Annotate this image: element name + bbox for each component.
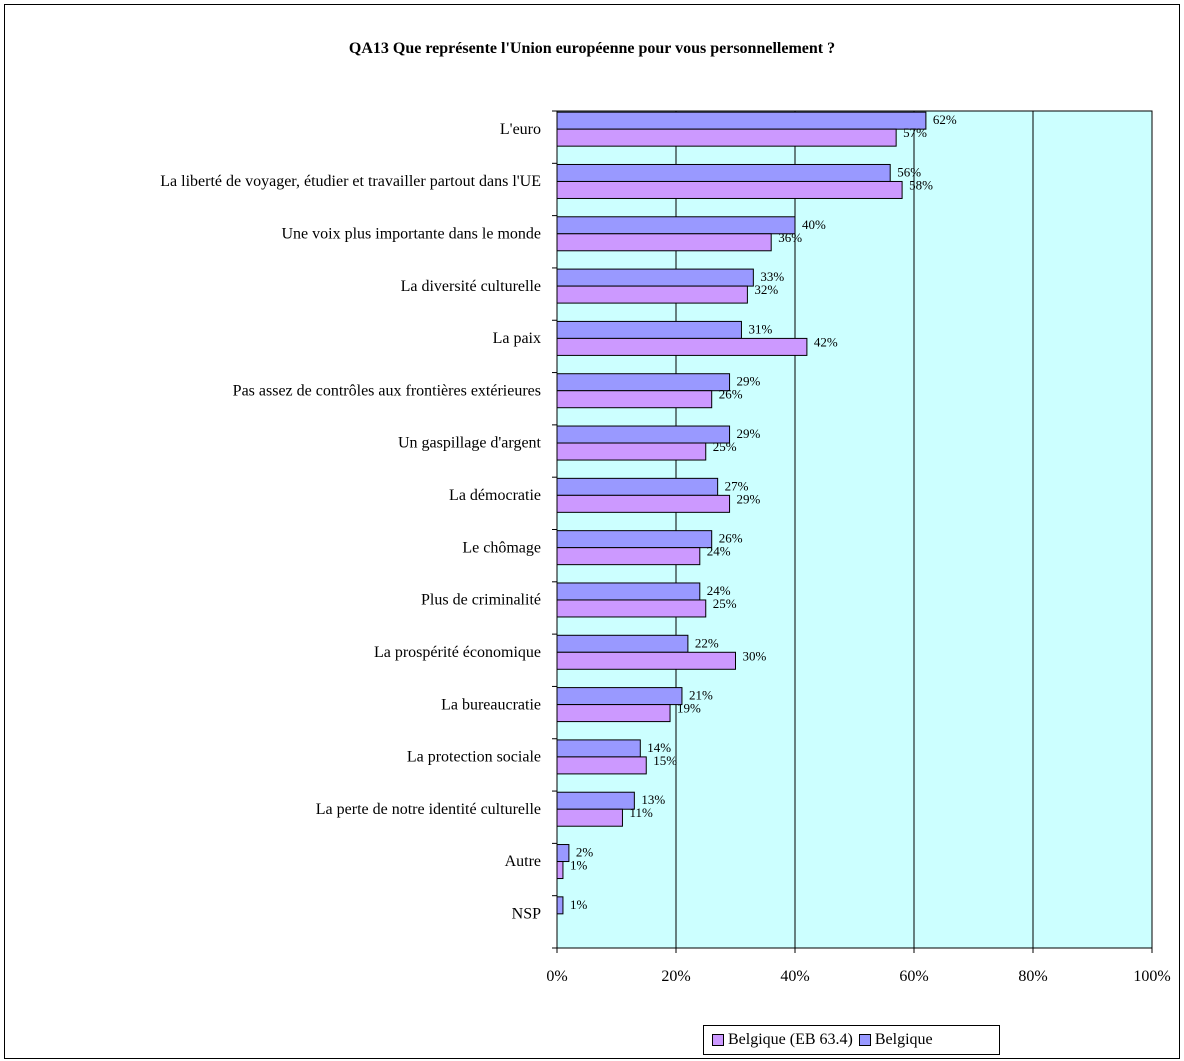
data-label-belgique: 31%: [748, 321, 772, 336]
category-label: La protection sociale: [407, 749, 541, 766]
data-label-eb634: 57%: [903, 125, 927, 140]
legend-label-belgique: Belgique: [874, 1031, 933, 1048]
bar-eb634: [556, 233, 772, 252]
legend: Belgique (EB 63.4) Belgique: [703, 1025, 1000, 1055]
data-label-eb634: 25%: [713, 596, 737, 611]
data-label-eb634: 26%: [719, 387, 743, 402]
category-label: La démocratie: [449, 487, 541, 504]
category-label: Pas assez de contrôles aux frontières ex…: [233, 382, 541, 399]
category-label: Le chômage: [462, 539, 541, 556]
category-label: Autre: [505, 853, 541, 870]
data-label-eb634: 19%: [677, 701, 701, 716]
category-label: Plus de criminalité: [421, 592, 541, 609]
bar-eb634: [556, 128, 897, 147]
x-tick-label: 40%: [780, 968, 809, 985]
category-label: La diversité culturelle: [401, 278, 541, 295]
chart-title: QA13 Que représente l'Union européenne p…: [348, 40, 836, 57]
data-label-eb634: 29%: [737, 491, 761, 506]
x-tick-label: 20%: [661, 968, 690, 985]
bar-belgique: [556, 320, 742, 339]
bar-belgique: [556, 687, 683, 706]
legend-swatch-eb634: [712, 1034, 724, 1046]
bar-belgique: [556, 896, 564, 915]
bar-belgique: [556, 634, 689, 653]
legend-swatch-belgique: [858, 1034, 871, 1046]
data-label-eb634: 32%: [754, 282, 778, 297]
bar-eb634: [556, 704, 671, 723]
data-label-eb634: 30%: [743, 648, 767, 663]
bar-eb634: [556, 285, 748, 304]
category-label: NSP: [512, 906, 541, 923]
x-tick-label: 0%: [546, 968, 567, 985]
data-label-eb634: 42%: [814, 334, 838, 349]
data-label-belgique: 2%: [576, 845, 594, 860]
bar-eb634: [556, 494, 731, 513]
bar-eb634: [556, 390, 713, 409]
data-label-belgique: 29%: [737, 426, 761, 441]
data-label-belgique: 26%: [719, 531, 743, 546]
legend-item-eb634: Belgique (EB 63.4): [712, 1031, 853, 1049]
bar-eb634: [556, 180, 903, 199]
legend-item-belgique: Belgique: [858, 1031, 933, 1049]
bar-eb634: [556, 337, 808, 356]
bar-belgique: [556, 844, 570, 863]
data-label-belgique: 14%: [647, 740, 671, 755]
bar-belgique: [556, 216, 796, 235]
bar-eb634: [556, 547, 701, 566]
data-label-belgique: 1%: [570, 897, 588, 912]
x-tick-label: 80%: [1018, 968, 1047, 985]
data-label-eb634: 24%: [707, 544, 731, 559]
data-label-eb634: 11%: [629, 805, 653, 820]
bar-eb634: [556, 756, 647, 775]
data-label-belgique: 33%: [760, 269, 784, 284]
data-label-belgique: 21%: [689, 688, 713, 703]
data-label-eb634: 58%: [909, 177, 933, 192]
category-label: Un gaspillage d'argent: [398, 435, 542, 452]
bar-belgique: [556, 373, 731, 392]
bar-belgique: [556, 791, 635, 810]
bar-eb634: [556, 599, 707, 618]
data-label-belgique: 24%: [707, 583, 731, 598]
bar-belgique: [556, 111, 927, 130]
bar-belgique: [556, 425, 731, 444]
category-label: La liberté de voyager, étudier et travai…: [160, 173, 541, 190]
category-label: L'euro: [500, 121, 541, 138]
bar-belgique: [556, 268, 754, 287]
bar-eb634: [556, 861, 564, 880]
bar-eb634: [556, 442, 707, 461]
bar-belgique: [556, 163, 891, 182]
data-label-belgique: 13%: [641, 792, 665, 807]
bar-belgique: [556, 739, 641, 758]
data-label-belgique: 40%: [802, 217, 826, 232]
category-label: La prospérité économique: [374, 644, 541, 661]
x-tick-label: 100%: [1133, 968, 1170, 985]
bar-eb634: [556, 651, 736, 670]
bar-belgique: [556, 582, 701, 601]
data-label-eb634: 36%: [778, 230, 802, 245]
data-label-eb634: 15%: [653, 753, 677, 768]
data-label-belgique: 27%: [725, 478, 749, 493]
data-label-belgique: 29%: [737, 374, 761, 389]
category-label: La paix: [493, 330, 541, 347]
data-label-belgique: 62%: [933, 112, 957, 127]
data-label-belgique: 56%: [897, 164, 921, 179]
bar-belgique: [556, 530, 713, 549]
data-label-eb634: 25%: [713, 439, 737, 454]
bar-eb634: [556, 808, 623, 827]
legend-label-eb634: Belgique (EB 63.4): [728, 1031, 853, 1048]
data-label-belgique: 22%: [695, 635, 719, 650]
category-label: Une voix plus importante dans le monde: [281, 225, 541, 242]
bar-belgique: [556, 477, 719, 496]
category-label: La bureaucratie: [441, 696, 541, 713]
data-label-eb634: 1%: [570, 858, 588, 873]
category-label: La perte de notre identité culturelle: [316, 801, 541, 818]
x-tick-label: 60%: [899, 968, 928, 985]
